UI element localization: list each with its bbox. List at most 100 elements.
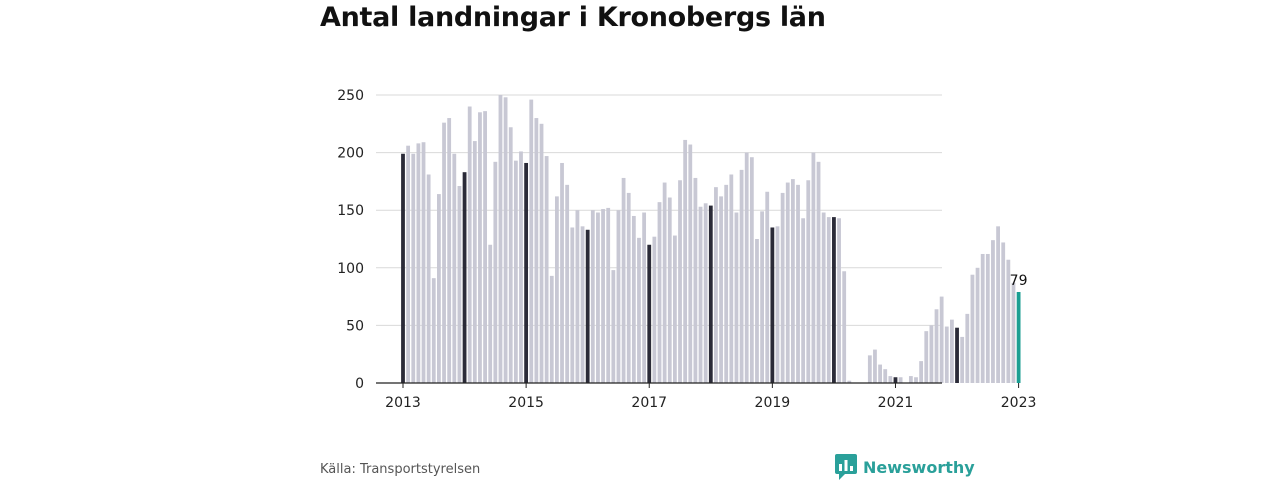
bar (606, 207, 611, 383)
bar (524, 162, 529, 383)
bar (529, 99, 534, 383)
bar (821, 212, 826, 383)
bar (452, 153, 457, 383)
x-tick-label: 2017 (631, 395, 667, 411)
bar (472, 141, 477, 383)
bar (416, 143, 421, 383)
bar (431, 278, 436, 383)
x-tick-label: 2019 (755, 395, 791, 411)
brand-logo[interactable]: Newsworthy (835, 454, 975, 480)
bar (770, 227, 775, 383)
bar (847, 380, 852, 383)
bar (493, 161, 498, 383)
y-tick-label: 250 (337, 88, 364, 104)
bar (898, 377, 903, 383)
source-note: Källa: Transportstyrelsen (320, 462, 481, 477)
bar (401, 153, 405, 383)
x-tick-label: 2013 (385, 395, 421, 411)
bar (811, 152, 816, 383)
bar (693, 177, 698, 383)
bar (832, 217, 836, 383)
bar (544, 156, 549, 383)
bar (837, 218, 841, 383)
bar (647, 244, 652, 383)
bar (698, 206, 703, 383)
x-axis: 2013 2015 2017 2019 2021 2023 (376, 382, 1037, 411)
bar (944, 326, 949, 383)
bar (426, 174, 431, 383)
bar (842, 271, 847, 383)
bar (421, 142, 426, 383)
bar (996, 226, 1000, 383)
bar (483, 111, 487, 384)
bar (513, 160, 518, 383)
bar (790, 179, 795, 383)
bar (519, 151, 523, 383)
bar (760, 211, 764, 383)
bar (734, 212, 739, 383)
data-labels: 79 (1010, 273, 1028, 289)
bar (739, 169, 744, 383)
bar (662, 182, 667, 383)
last-value-label: 79 (1010, 273, 1028, 289)
bar (785, 182, 790, 383)
bar (585, 229, 590, 383)
y-axis-ticks: 0 50 100 150 200 250 (337, 88, 364, 392)
y-tick-label: 100 (337, 261, 364, 277)
brand-name: Newsworthy (863, 457, 975, 477)
bar (467, 106, 472, 384)
bar (637, 237, 641, 383)
y-tick-label: 50 (346, 318, 364, 334)
bar (867, 355, 872, 383)
bar (908, 376, 913, 383)
bar (560, 162, 564, 383)
bar (816, 161, 821, 383)
bar (590, 210, 595, 383)
bar (703, 203, 708, 383)
bar (914, 377, 918, 383)
bar (442, 122, 446, 383)
bar (724, 184, 729, 383)
bar (437, 194, 441, 383)
bar (929, 325, 934, 383)
y-tick-label: 200 (337, 146, 364, 162)
bar (950, 319, 954, 383)
bar (729, 174, 734, 383)
bar (775, 226, 780, 383)
bar (873, 349, 877, 383)
y-tick-label: 0 (355, 376, 364, 392)
bar (498, 95, 503, 383)
bar (575, 210, 580, 383)
bar (539, 123, 544, 384)
bar (955, 327, 959, 383)
bar (744, 152, 749, 383)
x-tick-label: 2021 (878, 395, 914, 411)
bar (406, 145, 411, 383)
bar (683, 139, 688, 383)
bar (1001, 242, 1006, 383)
bar (960, 336, 965, 383)
bar (755, 239, 759, 383)
bar (488, 244, 493, 383)
x-tick-label: 2023 (1001, 395, 1037, 411)
bar (924, 331, 929, 383)
bar (893, 377, 898, 383)
bar (970, 274, 975, 383)
bar (657, 202, 662, 383)
bar (939, 296, 944, 383)
bar (631, 215, 636, 383)
bar (826, 217, 831, 383)
bar (555, 196, 559, 383)
bar (580, 226, 585, 383)
bar (411, 153, 416, 383)
bar (457, 186, 462, 383)
bar (919, 361, 924, 383)
bars (401, 95, 1021, 384)
bar (508, 127, 513, 383)
bar (888, 376, 893, 383)
y-tick-label: 150 (337, 203, 364, 219)
bar (991, 240, 995, 383)
bar (626, 192, 631, 383)
bar (985, 253, 990, 383)
